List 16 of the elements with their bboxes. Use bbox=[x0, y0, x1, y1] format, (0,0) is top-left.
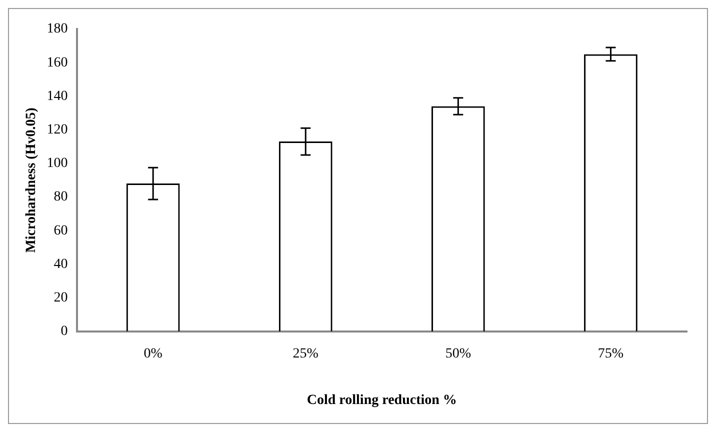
y-tick-label: 40 bbox=[54, 256, 68, 272]
y-tick-label: 0 bbox=[60, 324, 68, 340]
y-tick-label: 160 bbox=[46, 55, 68, 70]
x-axis-title: Cold rolling reduction % bbox=[306, 393, 457, 408]
x-tick-label: 0% bbox=[144, 346, 163, 362]
y-tick-label: 20 bbox=[54, 290, 68, 306]
y-tick-label: 180 bbox=[46, 22, 68, 37]
y-tick-label: 60 bbox=[54, 223, 68, 238]
x-tick-label: 75% bbox=[598, 346, 624, 362]
y-tick-label: 100 bbox=[46, 156, 68, 172]
y-tick-label: 80 bbox=[54, 190, 68, 205]
y-tick-label: 120 bbox=[46, 122, 68, 138]
y-axis-title: Microhardness (Hv0.05) bbox=[24, 107, 40, 253]
y-tick-label: 140 bbox=[46, 88, 68, 104]
x-tick-label: 25% bbox=[292, 346, 319, 362]
x-tick-label: 50% bbox=[445, 346, 472, 362]
